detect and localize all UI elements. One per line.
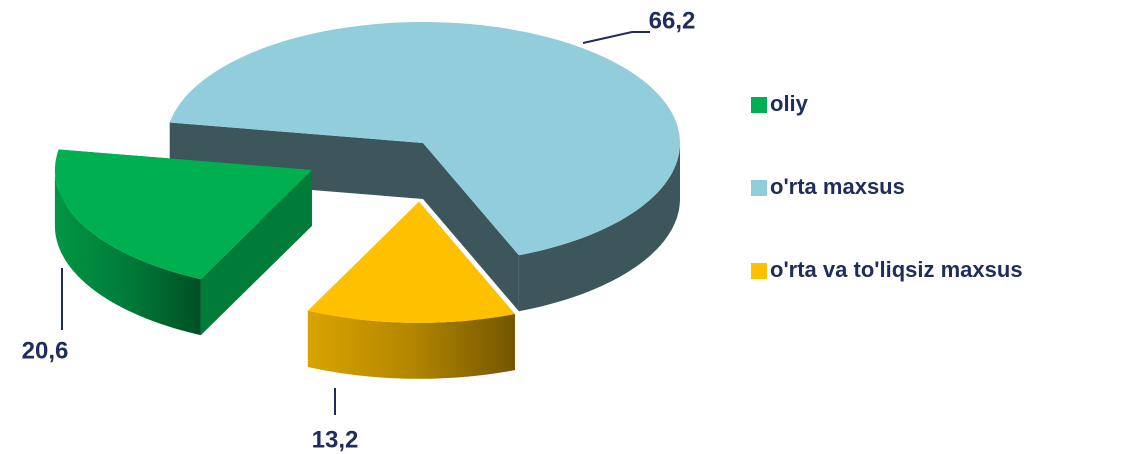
slice-side [518,144,680,312]
slice-wall [423,143,519,312]
legend-swatch [751,180,767,196]
legend-swatch [751,263,767,279]
data-label: 66,2 [649,7,696,34]
slice [54,149,312,280]
legend-label: oliy [770,91,809,116]
leader-line [582,31,650,44]
legend-label: o'rta maxsus [770,174,905,199]
slice-side [54,170,201,336]
data-label: 20,6 [22,337,69,364]
data-label: 13,2 [312,426,359,453]
legend-label: o'rta va to'liqsiz maxsus [770,257,1023,282]
slice-side [307,310,515,379]
slice [307,201,515,323]
slice [169,22,680,256]
legend-swatch [751,97,767,113]
